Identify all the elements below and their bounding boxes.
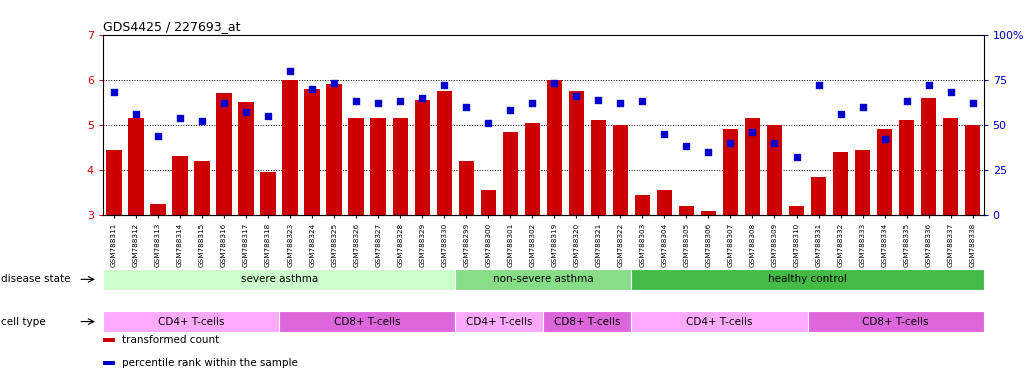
- Bar: [150, 204, 166, 215]
- Bar: [766, 125, 782, 215]
- Point: [788, 154, 804, 161]
- Point: [921, 82, 937, 88]
- Point: [898, 98, 915, 104]
- Bar: [657, 190, 673, 215]
- Text: non-severe asthma: non-severe asthma: [493, 274, 593, 285]
- Point: [546, 80, 562, 86]
- Bar: [348, 118, 364, 215]
- Bar: [833, 152, 849, 215]
- Text: transformed count: transformed count: [122, 335, 218, 345]
- Bar: [458, 161, 474, 215]
- Text: cell type: cell type: [1, 316, 45, 327]
- Text: CD4+ T-cells: CD4+ T-cells: [158, 316, 225, 327]
- Bar: [679, 206, 694, 215]
- Point: [414, 95, 431, 101]
- Bar: [481, 190, 496, 215]
- Text: severe asthma: severe asthma: [240, 274, 317, 285]
- Point: [832, 111, 849, 117]
- Point: [304, 86, 320, 92]
- Point: [282, 68, 299, 74]
- Bar: [414, 100, 430, 215]
- Bar: [921, 98, 936, 215]
- Point: [106, 89, 123, 95]
- Bar: [590, 120, 606, 215]
- Bar: [195, 161, 210, 215]
- Point: [238, 109, 254, 115]
- Point: [325, 80, 342, 86]
- Bar: [282, 80, 298, 215]
- Bar: [261, 172, 276, 215]
- Bar: [305, 89, 320, 215]
- Text: disease state: disease state: [1, 274, 70, 285]
- Bar: [216, 93, 232, 215]
- Bar: [899, 120, 915, 215]
- Text: GDS4425 / 227693_at: GDS4425 / 227693_at: [103, 20, 240, 33]
- Point: [634, 98, 651, 104]
- Text: CD4+ T-cells: CD4+ T-cells: [466, 316, 533, 327]
- Point: [678, 143, 694, 149]
- Point: [722, 140, 739, 146]
- Point: [590, 96, 607, 103]
- Bar: [392, 118, 408, 215]
- Bar: [172, 156, 187, 215]
- Point: [172, 114, 188, 121]
- Point: [480, 120, 496, 126]
- Text: CD8+ T-cells: CD8+ T-cells: [554, 316, 621, 327]
- Bar: [634, 195, 650, 215]
- Text: percentile rank within the sample: percentile rank within the sample: [122, 358, 298, 368]
- Bar: [437, 91, 452, 215]
- Point: [569, 93, 585, 99]
- Point: [194, 118, 210, 124]
- Text: CD8+ T-cells: CD8+ T-cells: [334, 316, 401, 327]
- Point: [128, 111, 144, 117]
- Bar: [723, 129, 739, 215]
- Point: [524, 100, 541, 106]
- Bar: [855, 150, 870, 215]
- Bar: [371, 118, 386, 215]
- Bar: [942, 118, 958, 215]
- Point: [392, 98, 409, 104]
- Text: CD4+ T-cells: CD4+ T-cells: [686, 316, 753, 327]
- Bar: [129, 118, 144, 215]
- Point: [811, 82, 827, 88]
- Bar: [613, 125, 628, 215]
- Point: [700, 149, 717, 155]
- Point: [877, 136, 893, 142]
- Point: [149, 132, 166, 139]
- Point: [458, 104, 475, 110]
- Bar: [700, 210, 716, 215]
- Point: [216, 100, 233, 106]
- Bar: [327, 84, 342, 215]
- Bar: [106, 150, 122, 215]
- Point: [854, 104, 870, 110]
- Point: [964, 100, 981, 106]
- Text: healthy control: healthy control: [768, 274, 847, 285]
- Point: [612, 100, 628, 106]
- Bar: [811, 177, 826, 215]
- Bar: [789, 206, 804, 215]
- Point: [942, 89, 959, 95]
- Point: [766, 140, 783, 146]
- Point: [348, 98, 365, 104]
- Point: [745, 129, 761, 135]
- Bar: [965, 125, 981, 215]
- Text: CD8+ T-cells: CD8+ T-cells: [862, 316, 929, 327]
- Bar: [238, 102, 253, 215]
- Bar: [503, 132, 518, 215]
- Point: [436, 82, 452, 88]
- Bar: [524, 122, 540, 215]
- Bar: [547, 80, 562, 215]
- Point: [656, 131, 673, 137]
- Bar: [877, 129, 892, 215]
- Bar: [569, 91, 584, 215]
- Point: [502, 107, 518, 113]
- Point: [370, 100, 386, 106]
- Bar: [745, 118, 760, 215]
- Point: [260, 113, 276, 119]
